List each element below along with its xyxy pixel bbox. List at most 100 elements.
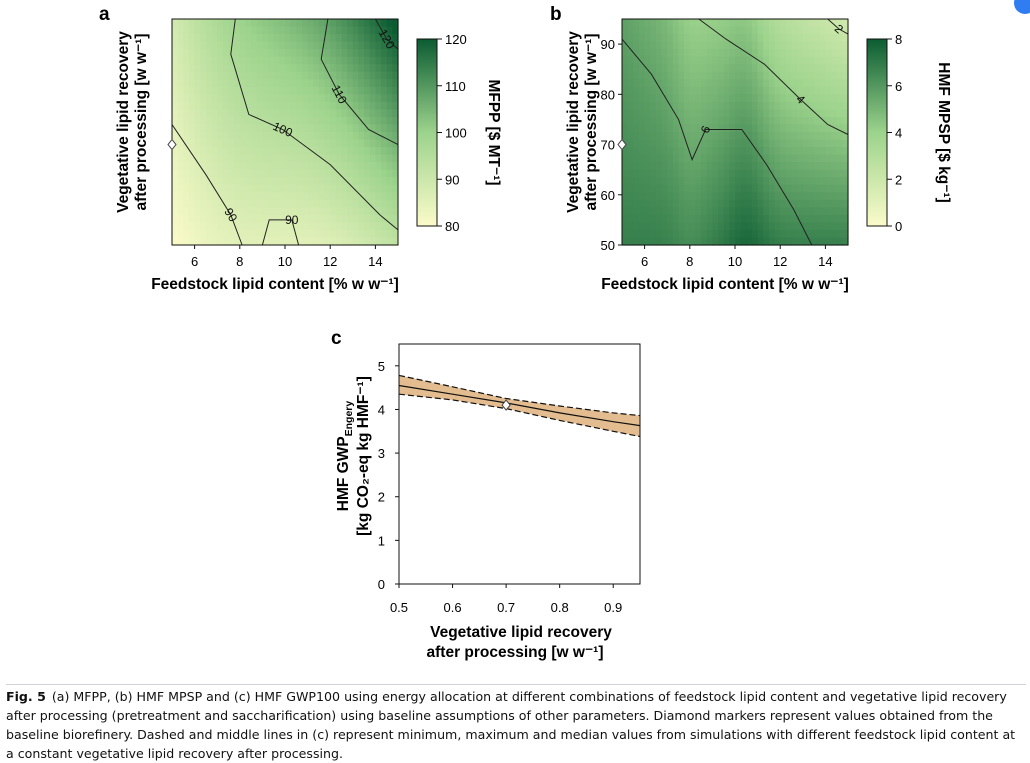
heatmap-cell: [655, 109, 663, 118]
heatmap-cell: [808, 124, 815, 133]
heatmap-cell: [627, 177, 634, 186]
heatmap-cell: [330, 214, 337, 223]
heatmap-cell: [836, 71, 843, 80]
heatmap-cell: [335, 86, 343, 95]
heatmap-cell: [375, 132, 382, 141]
heatmap-cell: [381, 184, 388, 193]
heatmap-cell: [712, 132, 719, 141]
heatmap-cell: [273, 177, 280, 186]
heatmap-cell: [296, 192, 303, 201]
heatmap-cell: [273, 56, 280, 65]
heatmap-cell: [757, 26, 764, 35]
heatmap-cell: [655, 222, 663, 231]
heatmap-cell: [684, 177, 691, 186]
heatmap-cell: [791, 64, 798, 73]
heatmap-cell: [729, 192, 736, 201]
heatmap-cell: [307, 101, 314, 110]
heatmap-cell: [751, 116, 759, 126]
heatmap-cell: [802, 139, 810, 148]
heatmap-cell: [188, 71, 196, 80]
heatmap-cell: [791, 71, 798, 80]
heatmap-cell: [650, 64, 657, 73]
heatmap-cell: [780, 101, 787, 110]
heatmap-cell: [684, 94, 691, 103]
heatmap-cell: [211, 116, 218, 126]
heatmap-cell: [330, 124, 337, 133]
heatmap-cell: [729, 229, 736, 239]
heatmap-cell: [836, 26, 843, 35]
heatmap-cell: [650, 177, 657, 186]
heatmap-cell: [352, 41, 360, 50]
heatmap-cell: [386, 56, 393, 65]
heatmap-cell: [381, 169, 388, 178]
heatmap-cell: [375, 71, 382, 80]
heatmap-cell: [808, 229, 815, 239]
heatmap-cell: [650, 109, 657, 118]
heatmap-cell: [791, 101, 798, 110]
heatmap-cell: [301, 147, 309, 156]
heatmap-cell: [650, 56, 657, 65]
heatmap-cell: [667, 64, 674, 73]
heatmap-cell: [757, 86, 764, 95]
heatmap-cell: [627, 199, 634, 208]
heatmap-cell: [706, 154, 713, 163]
heatmap-cell: [723, 86, 730, 95]
heatmap-cell: [183, 19, 190, 28]
heatmap-cell: [188, 94, 196, 103]
heatmap-cell: [819, 237, 826, 246]
heatmap-cell: [222, 154, 230, 163]
heatmap-cell: [375, 147, 382, 156]
heatmap-cell: [375, 19, 382, 28]
heatmap-cell: [256, 147, 263, 156]
heatmap-cell: [797, 56, 804, 65]
heatmap-cell: [188, 169, 196, 178]
contour-line-100: [230, 18, 399, 231]
heatmap-cell: [352, 199, 360, 208]
heatmap-cell: [307, 237, 314, 246]
heatmap-cell: [622, 116, 629, 126]
heatmap-cell: [774, 184, 781, 193]
heatmap-cell: [768, 237, 776, 246]
heatmap-cell: [644, 199, 651, 208]
heatmap-cell: [622, 169, 629, 178]
heatmap-cell: [172, 214, 179, 223]
heatmap-cell: [808, 192, 815, 201]
heatmap-cell: [290, 94, 297, 103]
heatmap-cell: [217, 207, 224, 216]
heatmap-cell: [797, 64, 804, 73]
heatmap-cell: [650, 71, 657, 80]
heatmap-cell: [622, 222, 629, 231]
heatmap-cell: [217, 222, 224, 231]
heatmap-cell: [667, 162, 674, 171]
heatmap-cell: [650, 116, 657, 126]
heatmap-cell: [251, 19, 258, 28]
heatmap-cell: [228, 101, 235, 110]
heatmap-cell: [386, 34, 393, 43]
heatmap-cell: [341, 116, 348, 126]
heatmap-cell: [386, 207, 393, 216]
heatmap-cell: [273, 109, 280, 118]
heatmap-cell: [324, 71, 331, 80]
heatmap-cell: [633, 19, 640, 28]
heatmap-cell: [842, 184, 849, 193]
heatmap-cell: [234, 199, 241, 208]
heatmap-cell: [706, 184, 713, 193]
heatmap-cell: [330, 41, 337, 50]
heatmap-cell: [217, 79, 224, 88]
heatmap-cell: [627, 162, 634, 171]
heatmap-cell: [285, 26, 292, 35]
heatmap-cell: [301, 94, 309, 103]
heatmap-cell: [364, 64, 371, 73]
heatmap-cell: [172, 162, 179, 171]
heatmap-cell: [341, 26, 348, 35]
heatmap-cell: [746, 86, 753, 95]
heatmap-cell: [369, 64, 376, 73]
heatmap-cell: [644, 56, 651, 65]
heatmap-cell: [256, 132, 263, 141]
heatmap-cell: [667, 124, 674, 133]
heatmap-cell: [239, 71, 247, 80]
heatmap-cell: [285, 214, 292, 223]
heatmap-cell: [814, 169, 821, 178]
heatmap-cell: [774, 154, 781, 163]
heatmap-cell: [689, 169, 697, 178]
